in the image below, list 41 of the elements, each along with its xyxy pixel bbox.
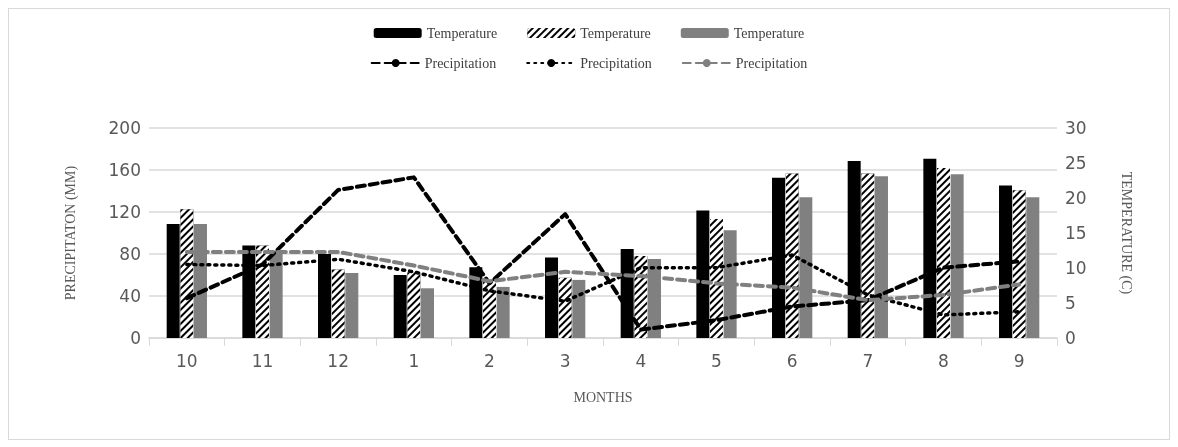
- y-tick-label: 0: [130, 328, 141, 348]
- y-tick-label: 80: [119, 244, 141, 264]
- y2-tick-label: 5: [1065, 293, 1076, 313]
- x-tick-label: 2: [484, 350, 495, 371]
- y-tick-label: 40: [119, 286, 141, 306]
- x-tick-label: 5: [711, 350, 722, 371]
- x-tick-label: 4: [635, 350, 647, 371]
- y2-tick-label: 15: [1065, 223, 1087, 243]
- x-tick-label: 10: [176, 350, 198, 371]
- y2-tick-label: 30: [1065, 118, 1087, 138]
- legend-label: Temperature: [733, 25, 805, 41]
- y2-axis-title: TEMPERATURE (C): [1117, 171, 1134, 295]
- x-tick-label: 6: [786, 350, 798, 371]
- bar: [345, 272, 359, 338]
- bar: [496, 286, 510, 338]
- y-tick-label: 200: [108, 118, 141, 138]
- bar: [166, 223, 180, 338]
- legend-label: Precipitation: [580, 55, 652, 71]
- bar: [393, 275, 407, 338]
- bar: [1026, 197, 1040, 338]
- bar: [572, 279, 586, 338]
- y2-tick-label: 20: [1065, 188, 1087, 208]
- bar: [420, 288, 434, 338]
- legend-label: Precipitation: [735, 55, 808, 71]
- y2-tick-label: 0: [1065, 328, 1076, 348]
- x-axis-title: MONTHS: [573, 389, 633, 405]
- x-tick-label: 1: [408, 350, 420, 371]
- x-tick-label: 11: [251, 350, 274, 371]
- x-tick-label: 12: [327, 350, 349, 371]
- x-tick-label: 8: [938, 350, 949, 371]
- y-tick-label: 120: [108, 202, 141, 222]
- y2-tick-label: 25: [1065, 153, 1087, 173]
- y-tick-label: 160: [108, 160, 141, 180]
- y2-tick-label: 10: [1065, 258, 1087, 278]
- legend-label: Precipitation: [424, 55, 497, 71]
- x-tick-label: 7: [862, 350, 874, 371]
- x-tick-label: 9: [1013, 350, 1025, 371]
- y-axis-title: PRECIPITATON (MM): [62, 165, 79, 301]
- x-tick-label: 3: [559, 350, 571, 371]
- legend-label: Temperature: [580, 25, 651, 41]
- legend-label: Temperature: [426, 25, 498, 41]
